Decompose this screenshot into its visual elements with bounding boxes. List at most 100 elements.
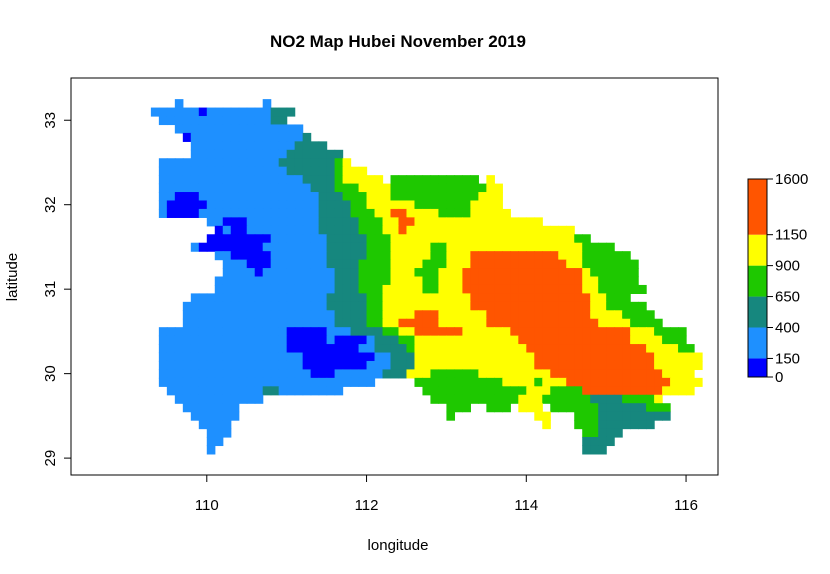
heatmap-cell xyxy=(366,301,376,311)
heatmap-cell xyxy=(366,268,376,278)
heatmap-cell xyxy=(318,192,328,202)
heatmap-cell xyxy=(502,369,511,379)
heatmap-cell xyxy=(334,276,344,286)
heatmap-cell xyxy=(614,377,623,387)
heatmap-cell xyxy=(214,175,224,185)
heatmap-cell xyxy=(534,377,543,387)
heatmap-cell xyxy=(438,386,448,396)
heatmap-cell xyxy=(614,259,623,269)
heatmap-cell xyxy=(422,327,432,337)
heatmap-cell xyxy=(190,377,200,387)
heatmap-cell xyxy=(246,200,256,210)
heatmap-cell xyxy=(214,411,224,421)
heatmap-cell xyxy=(382,251,392,261)
heatmap-cell xyxy=(230,394,240,404)
heatmap-cell xyxy=(574,403,583,413)
heatmap-cell xyxy=(326,352,336,362)
heatmap-cell xyxy=(190,175,200,185)
heatmap-cell xyxy=(222,141,232,151)
heatmap-cell xyxy=(462,369,471,379)
heatmap-cell xyxy=(622,268,631,278)
heatmap-cell xyxy=(614,369,623,379)
heatmap-cell xyxy=(286,217,296,227)
heatmap-cell xyxy=(550,352,559,362)
heatmap-cell xyxy=(494,251,503,261)
heatmap-cell xyxy=(606,394,615,404)
heatmap-cell xyxy=(246,166,256,176)
heatmap-cell xyxy=(238,192,248,202)
heatmap-cell xyxy=(270,352,280,362)
heatmap-cell xyxy=(198,369,208,379)
heatmap-cell xyxy=(582,234,591,244)
heatmap-cell xyxy=(494,369,503,379)
heatmap-cell xyxy=(310,284,320,294)
heatmap-cell xyxy=(422,268,432,278)
heatmap-cell xyxy=(294,268,304,278)
heatmap-cell xyxy=(414,208,424,218)
heatmap-cell xyxy=(374,234,384,244)
heatmap-cell xyxy=(238,158,248,168)
heatmap-cell xyxy=(230,259,240,269)
heatmap-cell xyxy=(214,394,224,404)
legend-tick-label: 1600 xyxy=(775,171,808,188)
heatmap-cell xyxy=(390,200,400,210)
heatmap-cell xyxy=(246,284,256,294)
heatmap-cell xyxy=(254,268,264,278)
heatmap-cell xyxy=(222,192,232,202)
heatmap-cell xyxy=(606,369,615,379)
heatmap-cell xyxy=(326,284,336,294)
heatmap-cell xyxy=(598,436,607,447)
heatmap-cell xyxy=(206,141,216,151)
heatmap-cell xyxy=(574,268,583,278)
heatmap-cell xyxy=(478,208,487,218)
heatmap-cell xyxy=(278,200,288,210)
heatmap-cell xyxy=(654,411,663,421)
heatmap-cell xyxy=(638,377,647,387)
heatmap-cell xyxy=(286,293,296,303)
heatmap-cell xyxy=(430,225,440,235)
heatmap-cell xyxy=(430,377,440,387)
heatmap-cell xyxy=(262,268,272,278)
heatmap-cell xyxy=(478,183,487,193)
heatmap-cell xyxy=(502,386,511,396)
heatmap-cell xyxy=(158,183,168,193)
heatmap-cell xyxy=(334,310,344,320)
heatmap-cell xyxy=(470,251,479,261)
heatmap-cell xyxy=(462,225,471,235)
heatmap-cell xyxy=(502,276,511,286)
heatmap-cell xyxy=(278,352,288,362)
heatmap-cell xyxy=(598,420,607,430)
heatmap-cell xyxy=(262,99,272,109)
heatmap-cell xyxy=(518,242,527,252)
heatmap-cell xyxy=(446,310,456,320)
heatmap-cell xyxy=(350,268,360,278)
heatmap-cell xyxy=(422,344,432,354)
heatmap-cell xyxy=(446,344,456,354)
heatmap-cell xyxy=(574,335,583,345)
heatmap-cell xyxy=(518,386,527,396)
heatmap-cell xyxy=(462,175,471,185)
heatmap-cell xyxy=(558,394,567,404)
heatmap-cell xyxy=(382,259,392,269)
heatmap-cell xyxy=(206,428,216,438)
heatmap-cell xyxy=(198,327,208,337)
heatmap-cell xyxy=(246,394,256,404)
heatmap-cell xyxy=(390,335,400,345)
heatmap-cell xyxy=(326,200,336,210)
heatmap-cell xyxy=(350,310,360,320)
heatmap-cell xyxy=(438,217,448,227)
heatmap-cell xyxy=(622,377,631,387)
heatmap-cell xyxy=(230,124,240,134)
heatmap-cell xyxy=(390,234,400,244)
heatmap-cell xyxy=(686,360,695,371)
heatmap-cell xyxy=(654,327,663,337)
heatmap-cell xyxy=(214,344,224,354)
heatmap-cell xyxy=(446,369,456,379)
heatmap-cell xyxy=(398,352,408,362)
heatmap-cell xyxy=(174,352,184,362)
heatmap-cell xyxy=(478,369,487,379)
heatmap-cell xyxy=(534,242,543,252)
heatmap-cell xyxy=(614,268,623,278)
heatmap-cell xyxy=(422,377,432,387)
heatmap-cell xyxy=(198,377,208,387)
